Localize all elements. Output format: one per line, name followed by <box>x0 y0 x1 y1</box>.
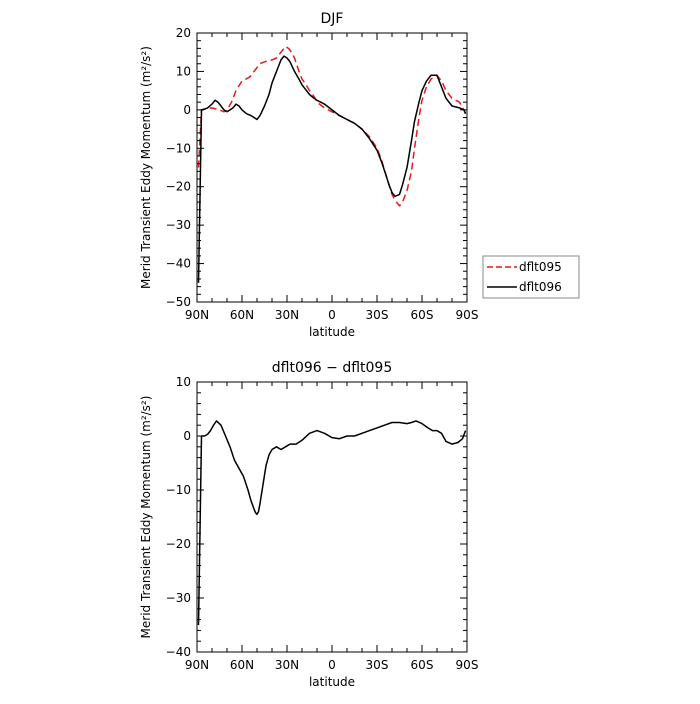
x-tick-label: 60N <box>230 658 254 672</box>
chart-title: dflt096 − dflt095 <box>272 360 392 376</box>
y-axis-label: Merid Transient Eddy Momentum (m²/s²) <box>139 396 153 639</box>
series-line-dflt095 <box>197 45 467 207</box>
x-axis-label: latitude <box>309 325 355 339</box>
y-tick-label: −40 <box>166 645 191 659</box>
y-tick-label: 10 <box>176 64 191 78</box>
x-tick-label: 0 <box>328 658 336 672</box>
legend-box <box>482 255 580 299</box>
x-tick-label: 60N <box>230 308 254 322</box>
y-tick-label: −20 <box>166 180 191 194</box>
series-line-dflt096 <box>197 55 467 283</box>
y-tick-label: 0 <box>183 429 191 443</box>
x-axis-label: latitude <box>309 675 355 689</box>
y-tick-label: 10 <box>176 375 191 389</box>
x-tick-label: 30N <box>275 308 299 322</box>
x-tick-label: 90N <box>185 308 209 322</box>
x-tick-label: 0 <box>328 308 336 322</box>
y-tick-label: −10 <box>166 141 191 155</box>
y-tick-label: −30 <box>166 218 191 232</box>
y-tick-label: 0 <box>183 103 191 117</box>
y-tick-label: −20 <box>166 537 191 551</box>
x-tick-label: 90S <box>456 308 479 322</box>
x-tick-label: 30N <box>275 658 299 672</box>
chart-panel-1: DJF 90N 60N 30N 0 30S 60S 90S 20 10 0 −10 −20 −30 −40 −… <box>139 11 580 339</box>
x-tick-label: 90S <box>456 658 479 672</box>
x-tick-label: 60S <box>411 658 434 672</box>
y-axis-label: Merid Transient Eddy Momentum (m²/s²) <box>139 46 153 289</box>
y-tick-label: −40 <box>166 257 191 271</box>
plot-frame <box>196 32 468 303</box>
plot-frame <box>196 381 468 653</box>
legend-label-dflt095: dflt095 <box>519 260 562 274</box>
x-tick-label: 30S <box>366 308 389 322</box>
x-tick-label: 30S <box>366 658 389 672</box>
x-tick-label: 60S <box>411 308 434 322</box>
legend-label-dflt096: dflt096 <box>519 280 562 294</box>
y-tick-label: 20 <box>176 26 191 40</box>
chart-panel-2: dflt096 − dflt095 90N 60N 30N 0 30S 60S 90S 10 0 −… <box>139 360 478 689</box>
chart-title: DJF <box>321 11 344 27</box>
y-tick-label: −30 <box>166 591 191 605</box>
legend: dflt095 dflt096 <box>482 255 580 299</box>
series-line-diff-0 <box>197 420 467 626</box>
y-tick-label: −10 <box>166 483 191 497</box>
x-tick-label: 90N <box>185 658 209 672</box>
y-tick-label: −50 <box>166 295 191 309</box>
